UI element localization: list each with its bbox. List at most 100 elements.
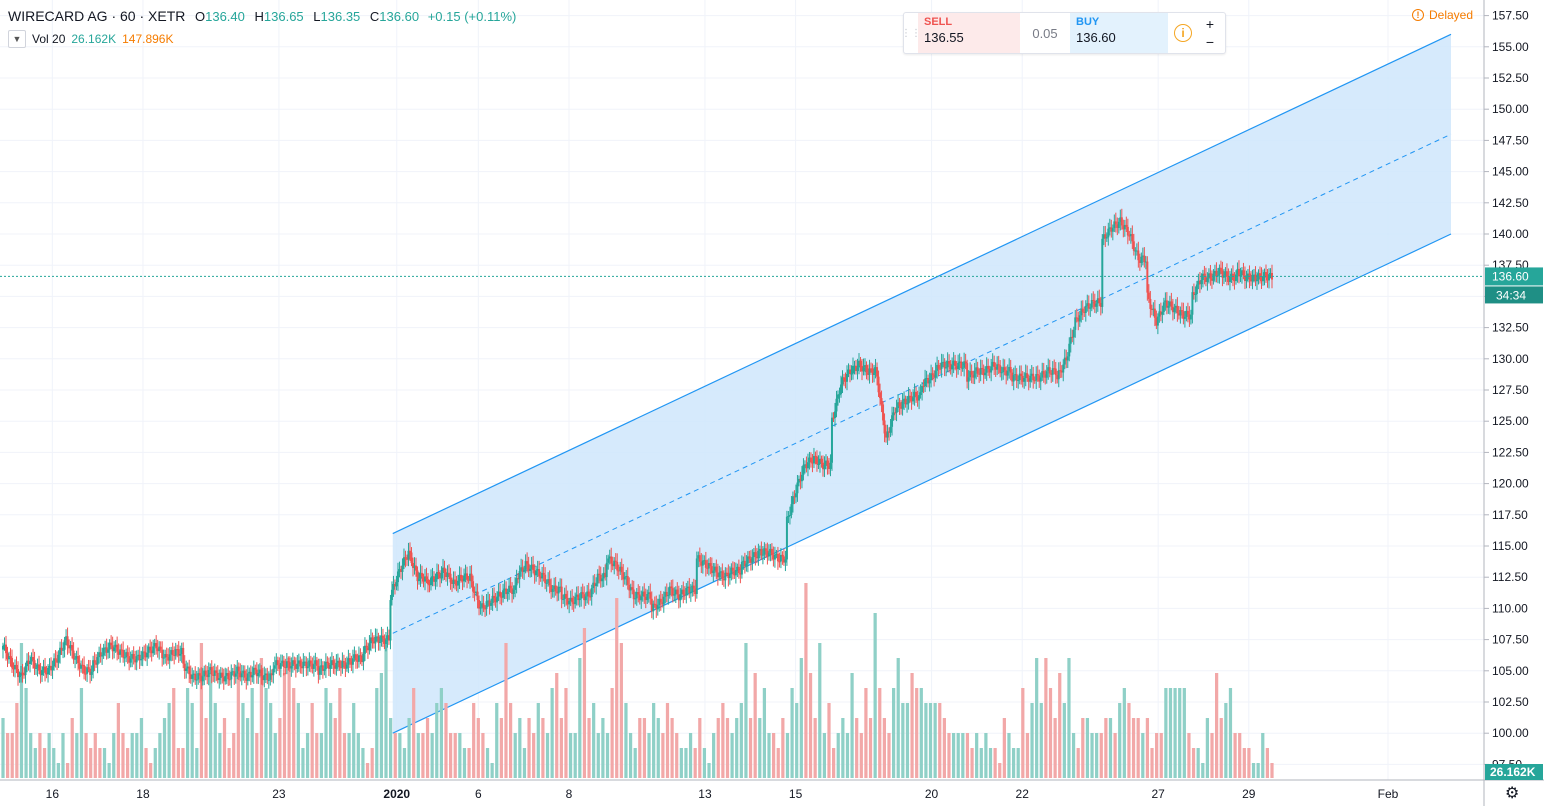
candle-body xyxy=(557,586,560,594)
volume-bar xyxy=(305,733,310,778)
volume-bar xyxy=(776,748,780,778)
candle-body xyxy=(1242,270,1245,276)
candle-body xyxy=(270,673,273,676)
candle-body xyxy=(1186,310,1189,315)
candle-body xyxy=(336,660,339,663)
candle-body xyxy=(173,655,176,657)
candle-body xyxy=(1144,261,1147,263)
candle-body xyxy=(469,573,472,581)
volume-bar xyxy=(89,748,93,778)
volume-bar xyxy=(1131,718,1136,778)
candle-body xyxy=(683,594,686,596)
candle-body xyxy=(841,377,844,385)
x-tick-label: 8 xyxy=(566,787,573,801)
y-tick-label: 112.50 xyxy=(1492,570,1528,584)
volume-bar xyxy=(1155,733,1159,778)
candle-body xyxy=(314,660,317,665)
volume-bar xyxy=(467,748,471,778)
candle-body xyxy=(631,587,634,590)
minus-icon[interactable]: − xyxy=(1205,34,1215,50)
candle-body xyxy=(985,365,988,373)
candle-body xyxy=(431,576,434,578)
candle-body xyxy=(332,660,335,666)
candle-body xyxy=(772,555,775,560)
candle-body xyxy=(787,515,790,517)
buy-button[interactable]: BUY 136.60 xyxy=(1070,13,1168,53)
candle-body xyxy=(610,556,613,564)
candle-body xyxy=(915,391,918,397)
candle-body xyxy=(423,576,426,582)
candle-body xyxy=(1236,268,1239,275)
candle-body xyxy=(174,649,177,656)
candle-body xyxy=(1104,234,1107,239)
candle-body xyxy=(215,670,218,673)
candle-body xyxy=(954,360,957,367)
candle-body xyxy=(176,649,179,651)
candle-body xyxy=(646,594,649,601)
candle-body xyxy=(664,591,667,597)
volume-bar xyxy=(1210,733,1214,778)
candle-body xyxy=(485,601,488,609)
volume-label[interactable]: Vol 20 xyxy=(32,32,66,46)
volume-bar xyxy=(938,703,942,778)
candle-body xyxy=(66,636,69,646)
candle-body xyxy=(1188,314,1191,320)
candle-body xyxy=(970,371,973,375)
candle-body xyxy=(1051,368,1054,375)
plus-icon[interactable]: + xyxy=(1205,16,1215,32)
candle-body xyxy=(402,557,405,566)
candle-body xyxy=(299,660,302,667)
warning-icon: ! xyxy=(1412,9,1424,21)
volume-bar xyxy=(149,763,153,778)
candle-body xyxy=(997,364,1000,366)
candle-body xyxy=(511,588,514,594)
volume-bar xyxy=(139,718,144,778)
chevron-down-icon[interactable]: ▼ xyxy=(8,30,26,48)
candle-body xyxy=(1177,313,1180,316)
candle-body xyxy=(428,584,431,586)
volume-bar xyxy=(70,718,74,778)
candle-body xyxy=(249,671,252,678)
volume-bar xyxy=(472,703,476,778)
candle-body xyxy=(494,598,497,603)
candle-body xyxy=(951,365,954,370)
drag-handle-icon[interactable]: ⋮⋮ xyxy=(901,27,921,39)
candle-body xyxy=(101,655,104,657)
candle-body xyxy=(153,643,156,647)
delayed-status[interactable]: ! Delayed xyxy=(1412,8,1473,22)
candle-body xyxy=(315,660,318,666)
sell-button[interactable]: SELL 136.55 xyxy=(918,13,1020,53)
volume-bar xyxy=(75,733,79,778)
candle-body xyxy=(637,591,640,595)
gear-icon[interactable]: ⚙ xyxy=(1505,785,1520,802)
y-tick-label: 140.00 xyxy=(1492,227,1529,241)
candle-body xyxy=(422,576,425,582)
volume-bar xyxy=(767,733,771,778)
candle-body xyxy=(721,571,724,579)
volume-bar xyxy=(619,643,623,778)
candle-body xyxy=(359,655,362,657)
candle-body xyxy=(960,361,963,369)
candle-body xyxy=(1056,375,1059,380)
candle-body xyxy=(1180,310,1183,312)
candle-body xyxy=(386,635,389,640)
volume-bar xyxy=(1044,658,1048,778)
candle-body xyxy=(251,675,254,678)
candle-body xyxy=(168,654,171,661)
info-button[interactable]: i xyxy=(1168,13,1198,53)
candle-body xyxy=(1054,368,1057,376)
candle-body xyxy=(1162,302,1165,312)
candle-body xyxy=(988,368,991,373)
volume-bar xyxy=(536,703,540,778)
candle-body xyxy=(1105,237,1108,239)
candle-body xyxy=(371,637,374,642)
candle-body xyxy=(589,596,592,598)
candle-body xyxy=(871,368,874,375)
symbol-title[interactable]: WIRECARD AG · 60 · XETR xyxy=(8,8,186,24)
y-tick-label: 117.50 xyxy=(1492,508,1528,522)
candle-body xyxy=(1053,368,1056,370)
y-tick-label: 157.50 xyxy=(1492,9,1529,23)
candle-body xyxy=(927,377,930,384)
candle-body xyxy=(442,567,445,573)
